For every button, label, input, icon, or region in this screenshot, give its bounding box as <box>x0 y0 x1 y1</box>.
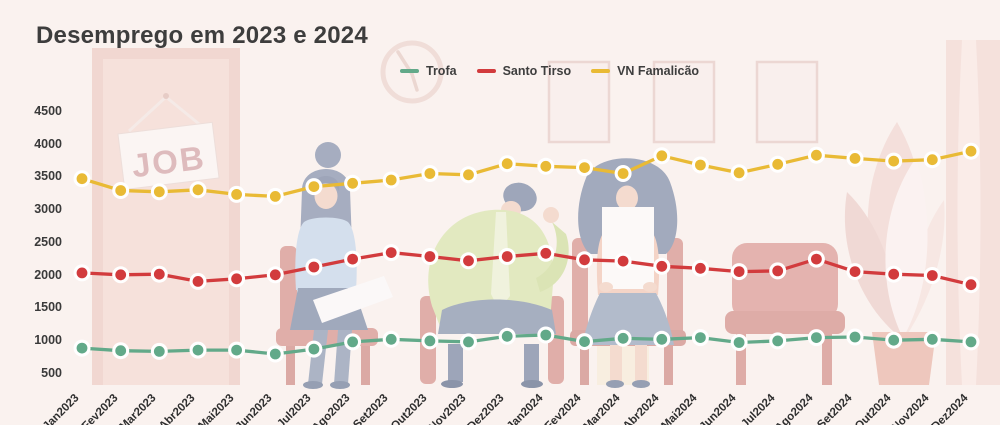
data-point[interactable] <box>772 335 784 347</box>
picture-frame <box>547 60 611 144</box>
data-point[interactable] <box>579 254 590 266</box>
data-point[interactable] <box>192 344 204 356</box>
data-point[interactable] <box>811 253 822 265</box>
data-point[interactable] <box>501 330 513 342</box>
data-point[interactable] <box>695 159 706 171</box>
legend-item-trofa[interactable]: Trofa <box>400 64 457 78</box>
data-point[interactable] <box>115 269 127 281</box>
door <box>92 48 240 385</box>
data-point[interactable] <box>965 145 977 157</box>
data-point[interactable] <box>849 266 861 277</box>
data-point[interactable] <box>192 184 204 196</box>
data-point[interactable] <box>308 261 320 273</box>
data-point[interactable] <box>540 247 552 259</box>
data-point[interactable] <box>76 173 88 185</box>
data-point[interactable] <box>115 185 127 196</box>
data-point[interactable] <box>76 267 88 279</box>
curtain <box>946 40 1000 385</box>
data-point[interactable] <box>579 162 590 174</box>
legend-dash-santo-tirso <box>476 69 496 73</box>
data-point[interactable] <box>347 177 358 189</box>
data-point[interactable] <box>153 268 165 280</box>
data-point[interactable] <box>888 268 900 280</box>
data-point[interactable] <box>269 269 281 281</box>
data-point[interactable] <box>849 153 861 164</box>
legend-dash-vn-famalicao <box>591 69 611 73</box>
data-point[interactable] <box>269 348 281 360</box>
data-point[interactable] <box>579 336 590 347</box>
potted-plant <box>844 122 945 385</box>
chart-legend: Trofa Santo Tirso VN Famalicão <box>400 64 699 78</box>
person-2-man <box>428 182 569 388</box>
data-point[interactable] <box>926 333 938 345</box>
picture-frame <box>652 60 716 144</box>
data-point[interactable] <box>463 169 474 181</box>
data-point[interactable] <box>424 168 436 179</box>
data-point[interactable] <box>926 270 938 281</box>
data-point[interactable] <box>656 333 668 345</box>
data-point[interactable] <box>888 334 900 346</box>
data-point[interactable] <box>733 266 745 277</box>
job-sign-text: JOB <box>130 139 208 185</box>
legend-label-vn-famalicao: VN Famalicão <box>617 64 700 78</box>
data-point[interactable] <box>772 158 784 170</box>
data-point[interactable] <box>501 158 513 170</box>
data-point[interactable] <box>811 332 822 343</box>
data-point[interactable] <box>733 167 745 179</box>
series-line-2 <box>81 149 972 199</box>
data-point[interactable] <box>231 189 243 200</box>
legend-label-trofa: Trofa <box>426 64 457 78</box>
data-point[interactable] <box>463 255 474 267</box>
series-line-1 <box>81 250 972 287</box>
data-point[interactable] <box>76 342 88 354</box>
data-point[interactable] <box>965 279 977 291</box>
data-point[interactable] <box>811 149 822 161</box>
data-point[interactable] <box>617 332 629 344</box>
data-point[interactable] <box>926 154 938 166</box>
data-point[interactable] <box>656 150 668 162</box>
data-point[interactable] <box>308 181 320 193</box>
data-point[interactable] <box>540 329 552 341</box>
data-point[interactable] <box>695 262 706 274</box>
data-point[interactable] <box>347 253 358 265</box>
data-point[interactable] <box>385 174 397 186</box>
data-point[interactable] <box>269 191 281 202</box>
data-point[interactable] <box>192 276 204 287</box>
data-point[interactable] <box>540 160 552 172</box>
data-point[interactable] <box>965 336 977 348</box>
data-point[interactable] <box>888 155 900 167</box>
data-point[interactable] <box>463 336 474 348</box>
data-point[interactable] <box>849 331 861 343</box>
data-point[interactable] <box>115 345 127 357</box>
legend-dash-trofa <box>400 69 419 73</box>
data-point[interactable] <box>385 247 397 258</box>
data-point[interactable] <box>153 186 165 198</box>
legend-item-vn-famalicao[interactable]: VN Famalicão <box>591 64 699 78</box>
data-point[interactable] <box>695 332 706 343</box>
page-title: Desemprego em 2023 e 2024 <box>36 22 368 49</box>
legend-label-santo-tirso: Santo Tirso <box>502 64 572 78</box>
legend-item-santo-tirso[interactable]: Santo Tirso <box>476 64 572 78</box>
data-point[interactable] <box>617 168 629 179</box>
job-sign: JOB <box>117 93 220 191</box>
data-point[interactable] <box>308 343 320 355</box>
data-point[interactable] <box>153 346 165 357</box>
data-point[interactable] <box>424 251 436 262</box>
data-point[interactable] <box>424 335 436 347</box>
data-point[interactable] <box>772 265 784 277</box>
data-point[interactable] <box>656 260 668 272</box>
data-point[interactable] <box>733 337 745 348</box>
data-point[interactable] <box>231 344 243 356</box>
data-point[interactable] <box>385 333 397 345</box>
data-point[interactable] <box>347 336 358 348</box>
picture-frame <box>755 60 819 144</box>
data-point[interactable] <box>231 273 243 285</box>
series-line-0 <box>81 333 972 356</box>
data-point[interactable] <box>501 251 513 262</box>
data-point[interactable] <box>617 255 629 267</box>
